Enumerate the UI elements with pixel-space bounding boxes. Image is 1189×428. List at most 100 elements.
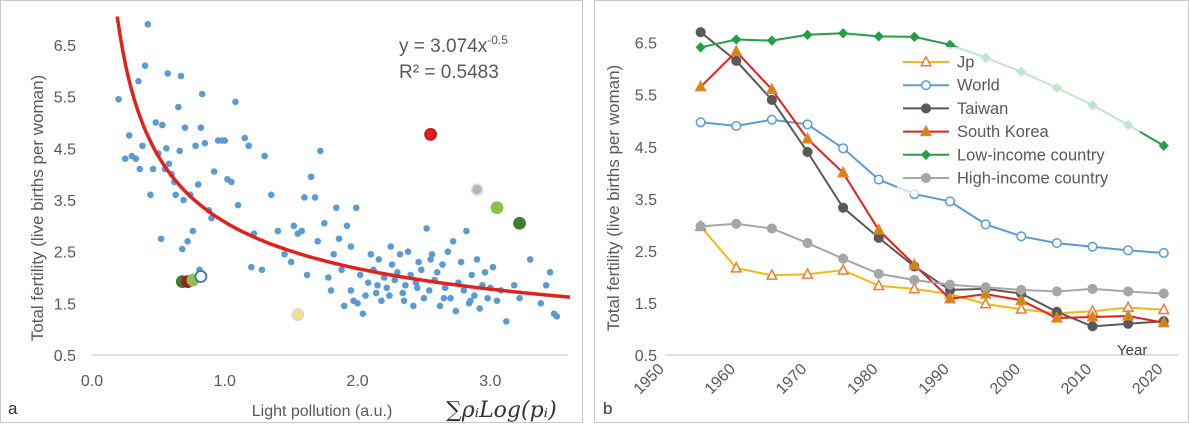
scatter-point [115, 95, 122, 103]
scatter-point [425, 287, 433, 294]
data-point-marker [837, 165, 850, 178]
highlight-point [470, 183, 484, 197]
scatter-point [367, 250, 375, 258]
data-point-marker [695, 117, 706, 128]
scatter-point [311, 194, 319, 201]
scatter-point [441, 284, 449, 292]
scatter-point [192, 142, 199, 150]
data-point-marker [1123, 286, 1134, 297]
panel-a-x-tick-labels: 0.0 1.0 2.0 3.0 [81, 373, 502, 390]
scatter-point [175, 103, 182, 111]
data-point-marker [1051, 286, 1062, 297]
panel-a-y-tick-labels: 0.5 1.5 2.5 3.5 4.5 5.5 6.5 [54, 38, 76, 365]
scatter-point [372, 289, 380, 297]
data-point-marker [731, 55, 742, 66]
data-point-marker [1158, 140, 1169, 151]
panel-b-y-tick-label: 0.5 [635, 348, 657, 365]
scatter-point [325, 274, 332, 281]
data-point-marker [909, 31, 920, 43]
panel-b-y-tick-label: 3.5 [635, 192, 657, 209]
scatter-point [290, 222, 298, 230]
scatter-point [136, 165, 144, 173]
scatter-point [314, 238, 322, 245]
panel-b-y-tick-labels: 0.5 1.5 2.5 3.5 4.5 5.5 6.5 [635, 36, 657, 365]
highlight-point [490, 201, 504, 215]
scatter-point [198, 90, 206, 98]
data-point-marker [837, 28, 849, 39]
data-point-marker [1015, 302, 1028, 314]
scatter-point [132, 155, 140, 162]
scatter-point [468, 271, 476, 279]
data-point-marker [979, 287, 992, 299]
legend-item: Low-income country [903, 146, 1105, 164]
panel-a-scatter-chart: 0.5 1.5 2.5 3.5 4.5 5.5 6.5 0.0 1.0 2.0 3.0 Total… [8, 16, 571, 423]
panel-a-y-tick-label: 3.5 [54, 193, 76, 210]
highlight-point [424, 127, 437, 141]
scatter-point [439, 261, 446, 268]
data-point-marker [920, 149, 932, 160]
scatter-point [234, 201, 242, 209]
series-high-income-country [695, 218, 1169, 299]
panel-a-equation-exponent: -0.5 [487, 33, 508, 47]
panel-a-r-squared: R² = 0.5483 [399, 62, 499, 83]
scatter-point [232, 98, 239, 106]
scatter-point [414, 284, 421, 292]
scatter-point [197, 124, 205, 131]
data-point-marker [730, 44, 743, 57]
legend-item: Jp [903, 54, 974, 72]
scatter-point [489, 263, 497, 271]
scatter-point [526, 256, 534, 263]
scatter-point [248, 263, 255, 271]
scatter-point [427, 256, 434, 263]
data-point-marker [801, 267, 814, 279]
data-point-marker [919, 124, 933, 137]
scatter-point [471, 292, 478, 299]
panel-a-trendline [115, 16, 571, 299]
legend-item: South Korea [903, 123, 1050, 141]
data-point-marker [838, 143, 849, 154]
scatter-point [400, 297, 408, 305]
data-point-marker [766, 114, 777, 125]
data-point-marker [920, 172, 932, 184]
scatter-point [433, 269, 441, 276]
scatter-point [396, 250, 404, 258]
panel-b-y-tick-label: 1.5 [635, 296, 657, 313]
data-point-marker [838, 253, 849, 264]
data-point-marker [909, 274, 920, 286]
scatter-point [178, 245, 186, 253]
data-point-marker [1016, 231, 1027, 242]
legend-label: Taiwan [957, 100, 1008, 118]
data-point-marker [873, 232, 884, 243]
scatter-point [502, 318, 510, 325]
legend-item: High-income country [903, 170, 1109, 188]
panel-b-y-axis-label: Total fertility (live births per woman) [604, 65, 623, 331]
series-line [699, 225, 1164, 315]
data-point-marker [695, 42, 706, 53]
data-point-marker [1157, 315, 1170, 328]
scatter-point [460, 287, 468, 294]
highlight-point [513, 216, 526, 230]
data-point-marker [980, 282, 991, 293]
series-south-korea [694, 44, 1170, 328]
panel-b-x-tick-label: 1950 [631, 361, 668, 398]
data-point-marker [1123, 318, 1134, 329]
scatter-point [228, 178, 235, 186]
legend-label: World [957, 77, 1000, 95]
legend: Jp World Taiwan South Korea Low-income count… [897, 47, 1140, 195]
scatter-point [330, 250, 337, 258]
legend-label: Jp [957, 54, 974, 72]
data-point-marker [1086, 310, 1099, 322]
panel-b-y-tick-label: 5.5 [635, 88, 657, 105]
scatter-point [307, 173, 315, 181]
data-point-marker [731, 120, 742, 131]
scatter-point [476, 305, 484, 312]
data-point-marker [730, 261, 743, 273]
scatter-point [436, 302, 444, 310]
scatter-point [317, 147, 324, 155]
scatter-point [333, 204, 340, 212]
scatter-point [327, 287, 335, 294]
scatter-point [404, 248, 412, 255]
scatter-point [440, 294, 448, 302]
data-point-marker [802, 238, 813, 249]
panel-a-x-axis-label: Light pollution (a.u.) [252, 403, 393, 420]
